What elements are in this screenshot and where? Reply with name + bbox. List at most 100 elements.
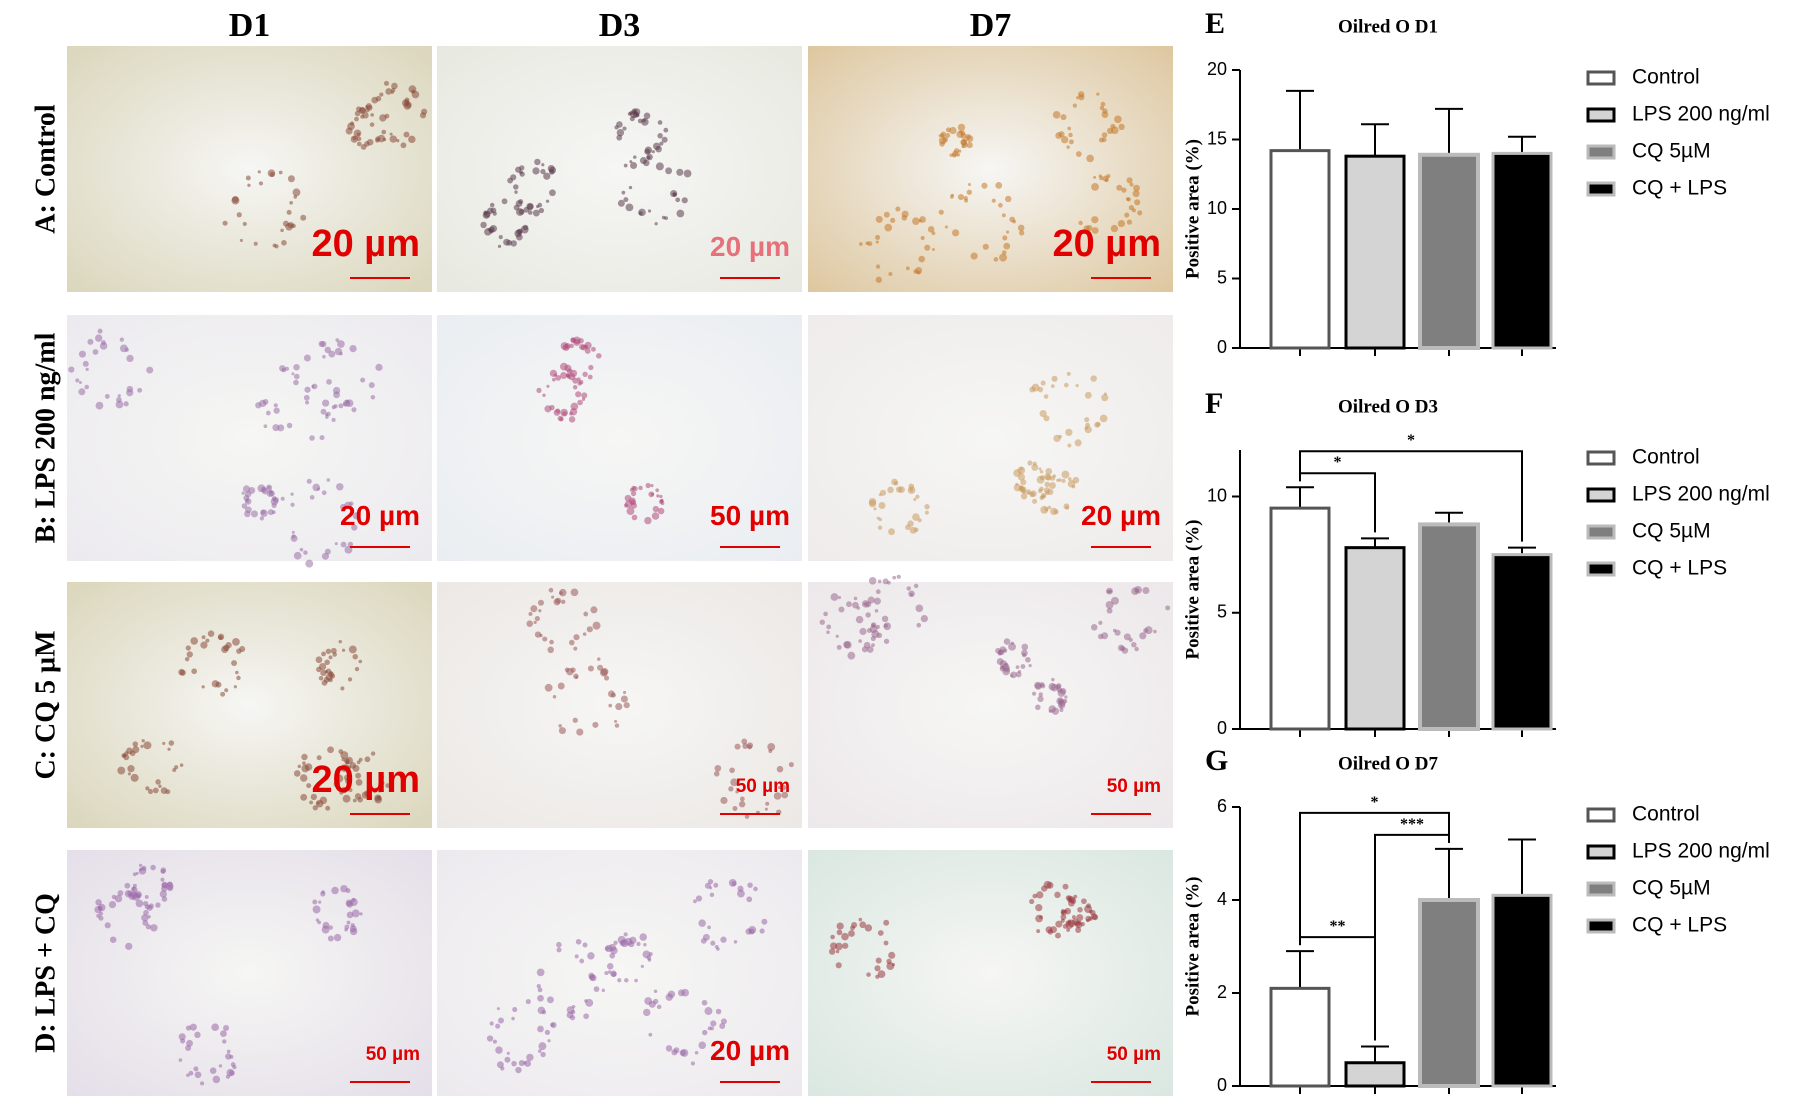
stain-dot	[999, 646, 1007, 653]
stain-dot	[312, 899, 318, 905]
stain-dot	[143, 741, 152, 750]
stain-dot	[352, 764, 360, 772]
stain-dot	[657, 133, 663, 139]
stain-dot	[1126, 197, 1131, 202]
y-tick-label: 0	[1217, 718, 1227, 738]
stain-dot	[255, 402, 262, 409]
stain-dot	[356, 141, 362, 147]
stain-dot	[905, 524, 911, 531]
stain-dot	[1051, 707, 1060, 715]
stain-dot	[383, 80, 389, 86]
stain-dot	[967, 183, 972, 187]
stain-dot	[191, 668, 198, 675]
stain-dot	[84, 384, 89, 390]
stain-dot	[317, 920, 321, 925]
stain-dot	[609, 952, 616, 959]
stain-dot	[1143, 628, 1149, 634]
y-tick-label: 10	[1207, 198, 1227, 218]
stain-dot	[761, 918, 768, 925]
stain-dot	[250, 510, 258, 518]
stain-dot	[309, 495, 315, 500]
stain-dot	[1076, 914, 1084, 922]
stain-dot	[877, 970, 886, 978]
stain-dot	[982, 243, 989, 250]
stain-dot	[533, 620, 537, 624]
stain-dot	[1032, 498, 1038, 504]
stain-dot	[631, 514, 638, 521]
stain-dot	[608, 970, 612, 974]
stain-dot	[344, 774, 350, 781]
legend-swatch	[1586, 144, 1616, 160]
stain-dot	[562, 411, 567, 416]
stain-dot	[835, 942, 843, 951]
chart-title: Oilred O D1	[1338, 16, 1438, 37]
stain-dot	[1101, 632, 1109, 640]
stain-dot	[601, 988, 605, 992]
stain-dot	[848, 930, 855, 937]
stain-dot	[670, 189, 678, 198]
stain-dot	[875, 234, 881, 240]
y-tick-label: 15	[1207, 128, 1227, 148]
stain-dot	[525, 999, 531, 1005]
stain-dot	[1124, 212, 1130, 218]
stain-dot	[870, 622, 877, 628]
legend-swatch	[1586, 844, 1616, 860]
stain-dot	[257, 170, 261, 174]
stain-dot	[141, 739, 145, 743]
row-label: A: Control	[30, 104, 61, 234]
stain-dot	[321, 651, 326, 657]
stain-dot	[1000, 665, 1005, 670]
stain-dot	[945, 127, 951, 133]
stain-dot	[850, 925, 855, 931]
stain-dot	[360, 114, 365, 119]
stain-dot	[95, 401, 104, 410]
stain-dot	[201, 635, 206, 640]
stain-dot	[326, 379, 332, 385]
scale-bar-label: 20 µm	[340, 500, 420, 531]
stain-dot	[1027, 491, 1031, 495]
column-header: D7	[970, 7, 1012, 44]
stain-dot	[546, 384, 550, 388]
stain-dot	[1020, 492, 1028, 500]
bar	[1418, 522, 1480, 732]
column-header: D3	[599, 7, 641, 44]
stain-dot	[565, 373, 570, 378]
bar	[1418, 152, 1480, 350]
stain-dot	[293, 379, 299, 386]
stain-dot	[331, 417, 336, 423]
stain-dot	[564, 364, 572, 372]
stain-dot	[320, 408, 327, 415]
stain-dot	[547, 646, 554, 654]
stain-dot	[316, 755, 322, 761]
stain-dot	[608, 703, 613, 708]
stain-dot	[639, 933, 647, 941]
stain-dot	[1052, 111, 1061, 119]
legend-label: Control	[1632, 446, 1700, 469]
stain-dot	[1021, 649, 1028, 657]
stain-dot	[622, 126, 627, 131]
stain-dot	[634, 978, 638, 983]
stain-dot	[572, 385, 578, 390]
stain-dot	[293, 373, 300, 380]
legend-label: Control	[1632, 803, 1700, 826]
stain-dot	[354, 110, 361, 117]
stain-dot	[1038, 467, 1042, 471]
stain-dot	[356, 760, 361, 765]
stain-dot	[738, 801, 746, 808]
stain-dot	[290, 492, 294, 496]
stain-dot	[375, 363, 383, 371]
stain-dot	[1039, 469, 1044, 474]
stain-dot	[837, 595, 842, 600]
stain-dot	[496, 1061, 504, 1069]
stain-dot	[1028, 664, 1032, 668]
stain-dot	[621, 190, 626, 195]
stain-dot	[348, 645, 357, 654]
stain-dot	[537, 1025, 544, 1033]
stain-dot	[226, 1068, 234, 1077]
stain-dot	[1092, 914, 1099, 921]
stain-dot	[991, 198, 996, 203]
stain-dot	[486, 1035, 494, 1042]
stain-dot	[873, 507, 877, 511]
stain-dot	[644, 516, 652, 525]
